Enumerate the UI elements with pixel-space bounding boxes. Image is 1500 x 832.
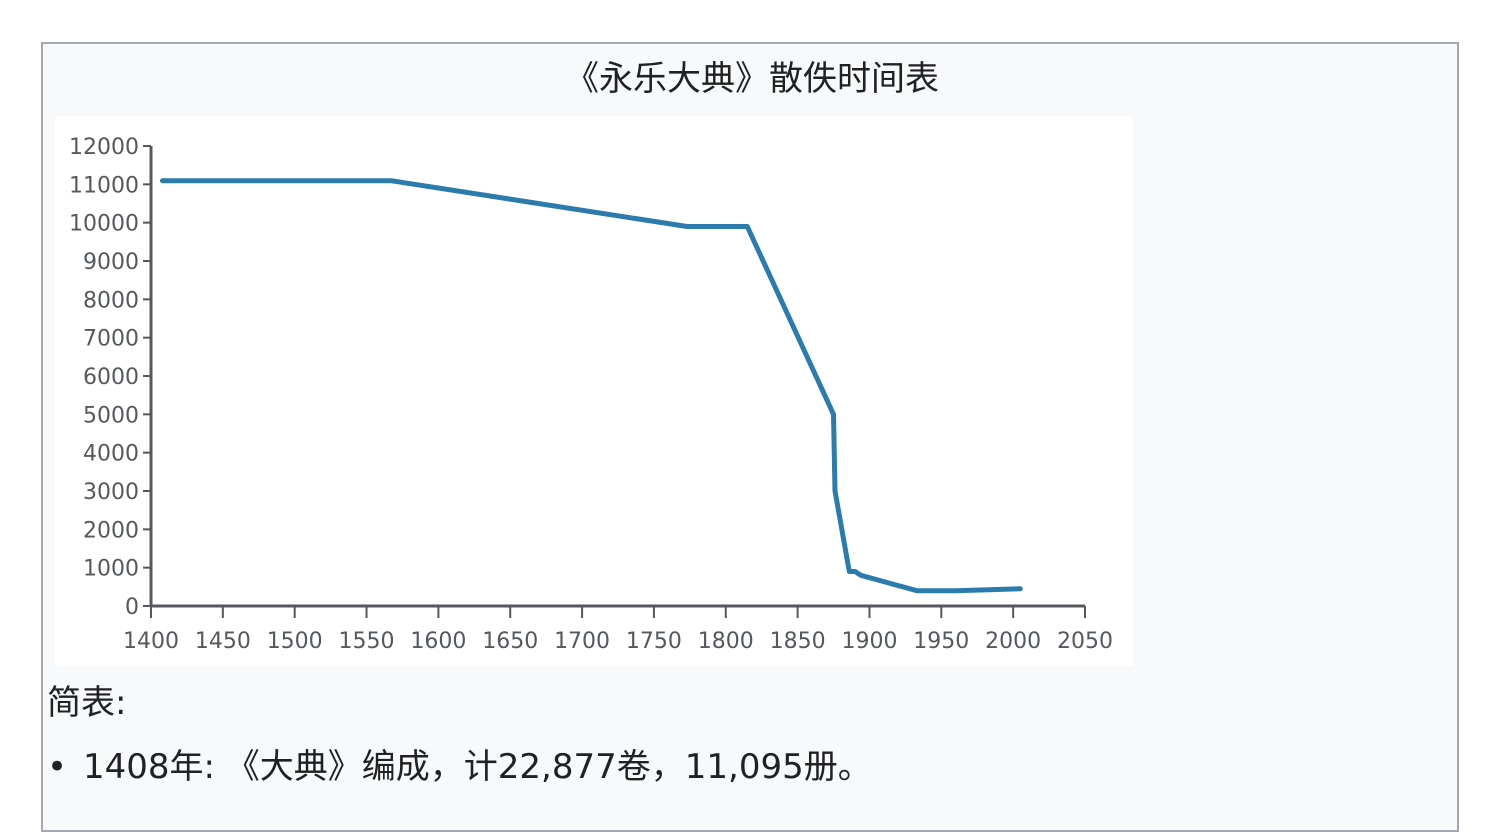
chart-panel: 《永乐大典》散佚时间表 0 1000 2000 3000 4000 5000 6000 700… bbox=[41, 42, 1459, 832]
x-tick-label: 1650 bbox=[482, 629, 538, 654]
y-tick-label: 4000 bbox=[83, 442, 139, 467]
y-tick-label: 2000 bbox=[83, 518, 139, 543]
series-line bbox=[160, 178, 1023, 594]
plot-area: 0 1000 2000 3000 4000 5000 6000 7000 8000 9000 100… bbox=[55, 116, 1133, 666]
note-text: 1408年: 《大典》编成，计22,877卷，11,095册。 bbox=[83, 747, 872, 787]
x-tick-label: 1700 bbox=[554, 629, 610, 654]
y-tick-label: 3000 bbox=[83, 480, 139, 505]
y-tick-label: 7000 bbox=[83, 327, 139, 352]
x-tick-label: 1900 bbox=[841, 629, 897, 654]
chart-title: 《永乐大典》散佚时间表 bbox=[565, 59, 939, 99]
x-tick-label: 2000 bbox=[985, 629, 1041, 654]
x-tick-label: 1500 bbox=[267, 629, 323, 654]
y-tick-label: 6000 bbox=[83, 365, 139, 390]
x-tick-label: 1400 bbox=[123, 629, 179, 654]
y-tick-label: 11000 bbox=[69, 173, 139, 198]
y-tick-label: 0 bbox=[125, 595, 139, 620]
note-list: • 1408年: 《大典》编成，计22,877卷，11,095册。 bbox=[47, 744, 872, 790]
y-tick-label: 8000 bbox=[83, 288, 139, 313]
y-tick-label: 1000 bbox=[83, 557, 139, 582]
y-tick-label: 5000 bbox=[83, 403, 139, 428]
y-tick-label: 10000 bbox=[69, 212, 139, 237]
x-tick-label: 1600 bbox=[410, 629, 466, 654]
line-chart: 0 1000 2000 3000 4000 5000 6000 7000 8000 9000 100… bbox=[69, 135, 1113, 654]
x-tick-label: 2050 bbox=[1057, 629, 1113, 654]
y-tick-label: 12000 bbox=[69, 135, 139, 160]
summary-label: 简表: bbox=[47, 683, 127, 723]
list-item: • 1408年: 《大典》编成，计22,877卷，11,095册。 bbox=[47, 744, 872, 790]
x-tick-label: 1550 bbox=[339, 629, 395, 654]
y-tick-label: 9000 bbox=[83, 250, 139, 275]
x-tick-label: 1800 bbox=[698, 629, 754, 654]
x-tick-label: 1950 bbox=[913, 629, 969, 654]
bullet-icon: • bbox=[47, 747, 68, 787]
x-tick-label: 1750 bbox=[626, 629, 682, 654]
x-tick-label: 1850 bbox=[770, 629, 826, 654]
x-tick-label: 1450 bbox=[195, 629, 251, 654]
